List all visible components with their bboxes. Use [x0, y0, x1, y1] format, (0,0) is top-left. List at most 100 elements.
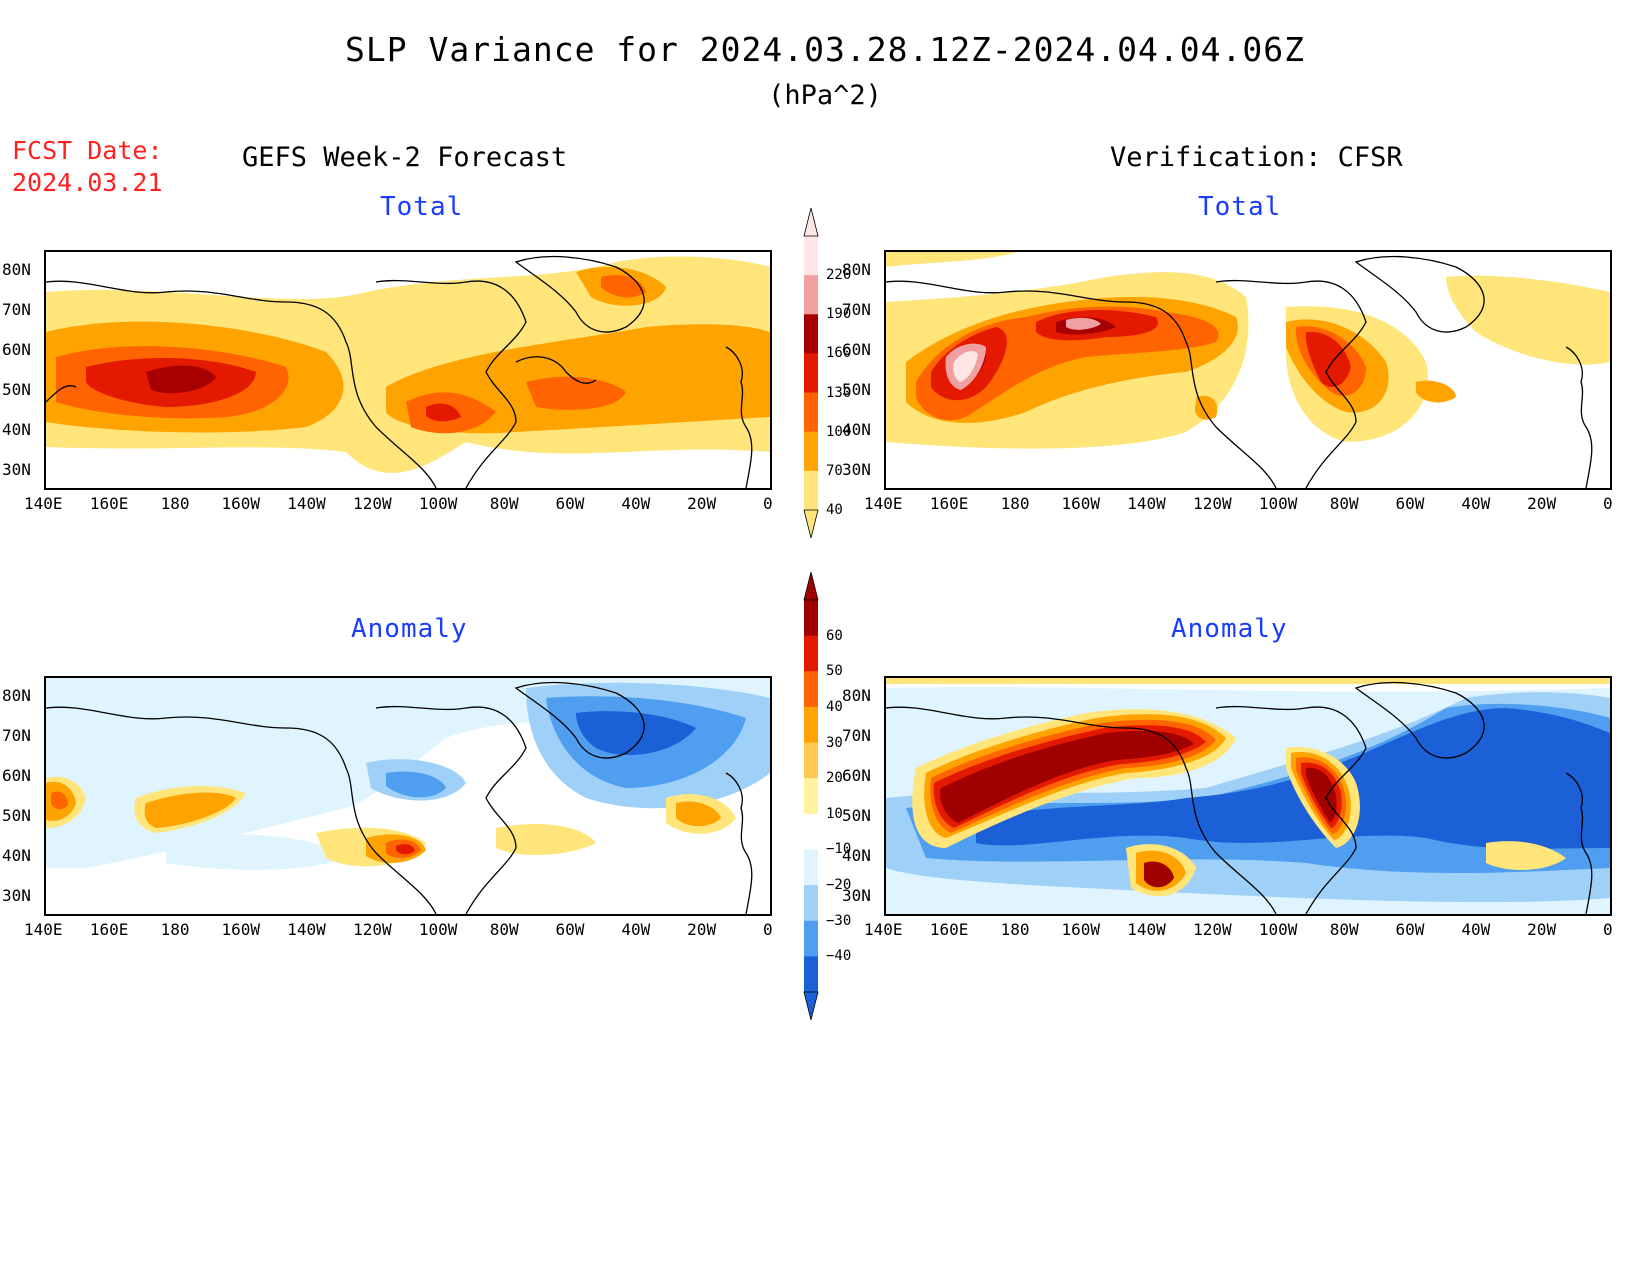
forecast-total-lat-label: 30N: [2, 460, 31, 479]
anomaly-colorbar-segment: [804, 849, 818, 886]
anomaly-colorbar-segment: [804, 635, 818, 672]
verification-anomaly-lon-label: 20W: [1527, 920, 1557, 939]
anomaly-colorbar-label: 20: [826, 770, 843, 787]
forecast-total-lat-label: 50N: [2, 380, 31, 399]
verification-total-lat-label: 80N: [842, 260, 871, 279]
forecast-total-lon-label: 100W: [418, 494, 458, 513]
verification-total-lon-label: 80W: [1329, 494, 1359, 513]
verification-anomaly-lon-label: 80W: [1329, 920, 1359, 939]
forecast-total-lon-label: 180: [160, 494, 190, 513]
forecast-anomaly-fills: [46, 678, 770, 870]
anomaly-colorbar-label: 30: [826, 734, 843, 751]
forecast-date-label: FCST Date:: [12, 136, 163, 165]
verification-anomaly-lat-label: 60N: [842, 766, 871, 785]
anomaly-colorbar-svg: [803, 572, 819, 1020]
forecast-anomaly-lon-label: 60W: [555, 920, 585, 939]
forecast-anomaly-lat-label: 60N: [2, 766, 31, 785]
total-colorbar-segment: [804, 431, 818, 472]
forecast-anomaly-lon-label: 40W: [621, 920, 651, 939]
anomaly-colorbar-segment: [804, 600, 818, 637]
verification-anomaly-lat-label: 30N: [842, 886, 871, 905]
verification-total-subtitle: Total: [1198, 192, 1282, 222]
forecast-total-fills: [46, 256, 770, 474]
forecast-total-lon-label: 160W: [221, 494, 260, 513]
forecast-total-lon-label: 160E: [89, 494, 129, 513]
total-colorbar-segment: [804, 275, 818, 315]
forecast-anomaly-lon-label: 80W: [489, 920, 519, 939]
coastline-outline: [46, 681, 753, 914]
verification-total-lat-label: 40N: [842, 420, 871, 439]
total-colorbar-segment: [804, 392, 818, 433]
verification-total-lat-label: 60N: [842, 340, 871, 359]
anomaly-colorbar-label: 40: [826, 698, 843, 715]
total-colorbar-label: 100: [826, 423, 852, 440]
verification-total-lat-label: 30N: [842, 460, 871, 479]
forecast-total-lat-label: 70N: [2, 300, 31, 319]
forecast-total-map: [44, 250, 772, 490]
coastline-outline: [46, 255, 753, 488]
anomaly-colorbar-top-arrow: [803, 572, 819, 601]
total-colorbar-segment: [804, 470, 818, 511]
verification-total-lon-label: 160W: [1061, 494, 1100, 513]
anomaly-colorbar-segment: [804, 813, 818, 850]
verification-anomaly-subtitle: Anomaly: [1171, 614, 1288, 644]
total-colorbar-label: 190: [826, 306, 852, 323]
forecast-total-lat-label: 80N: [2, 260, 31, 279]
total-colorbar-label: 220: [826, 267, 852, 284]
total-colorbar: 220 190 160 130 100 70 40: [802, 208, 862, 538]
units-label: (hPa^2): [768, 80, 882, 111]
verification-total-lon-label: 100W: [1258, 494, 1298, 513]
verification-total-map: [884, 250, 1612, 490]
total-colorbar-segment: [804, 353, 818, 394]
anomaly-colorbar-bottom-arrow: [803, 991, 819, 1020]
verification-anomaly-lon-label: 40W: [1461, 920, 1491, 939]
verification-total-lon-label: 140E: [864, 494, 903, 513]
anomaly-colorbar-label: 50: [826, 663, 843, 680]
forecast-anomaly-lat-label: 40N: [2, 846, 31, 865]
anomaly-colorbar-label: −10: [826, 841, 852, 858]
anomaly-colorbar-segment: [804, 706, 818, 744]
verification-total-lon-label: 160E: [929, 494, 969, 513]
forecast-column-title: GEFS Week-2 Forecast: [242, 142, 568, 173]
total-colorbar-label: 160: [826, 345, 852, 362]
forecast-anomaly-lat-label: 50N: [2, 806, 31, 825]
forecast-anomaly-lon-label: 120W: [353, 920, 392, 939]
forecast-total-lon-label: 120W: [353, 494, 392, 513]
anomaly-colorbar-label: −30: [826, 912, 852, 929]
forecast-anomaly-lat-label: 30N: [2, 886, 31, 905]
total-colorbar-label: 130: [826, 384, 852, 401]
anomaly-colorbar-segment: [804, 778, 818, 815]
total-colorbar-segment: [804, 236, 818, 276]
forecast-total-lat-label: 60N: [2, 340, 31, 359]
anomaly-colorbar-label: 60: [826, 627, 843, 644]
anomaly-colorbar-label: −20: [826, 877, 852, 894]
forecast-date-value: 2024.03.21: [12, 168, 163, 197]
forecast-total-lon-label: 80W: [489, 494, 519, 513]
forecast-anomaly-lon-label: 20W: [687, 920, 717, 939]
forecast-total-lon-label: 140E: [24, 494, 63, 513]
forecast-anomaly-lat-label: 70N: [2, 726, 31, 745]
verification-anomaly-lon-label: 60W: [1395, 920, 1425, 939]
verification-anomaly-lat-label: 50N: [842, 806, 871, 825]
total-colorbar-label: 40: [826, 502, 843, 518]
anomaly-colorbar-label: −40: [826, 948, 852, 965]
total-colorbar-label: 70: [826, 462, 843, 479]
verification-anomaly-lon-label: 160W: [1061, 920, 1100, 939]
forecast-anomaly-lon-label: 100W: [418, 920, 458, 939]
verification-total-lon-label: 120W: [1193, 494, 1232, 513]
coastline-outline: [886, 681, 1593, 914]
verification-anomaly-lon-label: 140E: [864, 920, 903, 939]
anomaly-colorbar-segment: [804, 956, 818, 993]
forecast-total-lon-label: 140W: [287, 494, 326, 513]
verification-total-lon-label: 40W: [1461, 494, 1491, 513]
coastline-outline: [886, 255, 1593, 488]
page-title: SLP Variance for 2024.03.28.12Z-2024.04.…: [345, 30, 1305, 69]
anomaly-colorbar-segment: [804, 885, 818, 922]
verification-anomaly-lon-label: 180: [1000, 920, 1030, 939]
verification-total-lon-label: 140W: [1127, 494, 1166, 513]
verification-anomaly-lat-label: 40N: [842, 846, 871, 865]
anomaly-colorbar-segment: [804, 671, 818, 708]
verification-total-lon-label: 60W: [1395, 494, 1425, 513]
forecast-anomaly-lat-label: 80N: [2, 686, 31, 705]
forecast-anomaly-lon-label: 140W: [287, 920, 326, 939]
